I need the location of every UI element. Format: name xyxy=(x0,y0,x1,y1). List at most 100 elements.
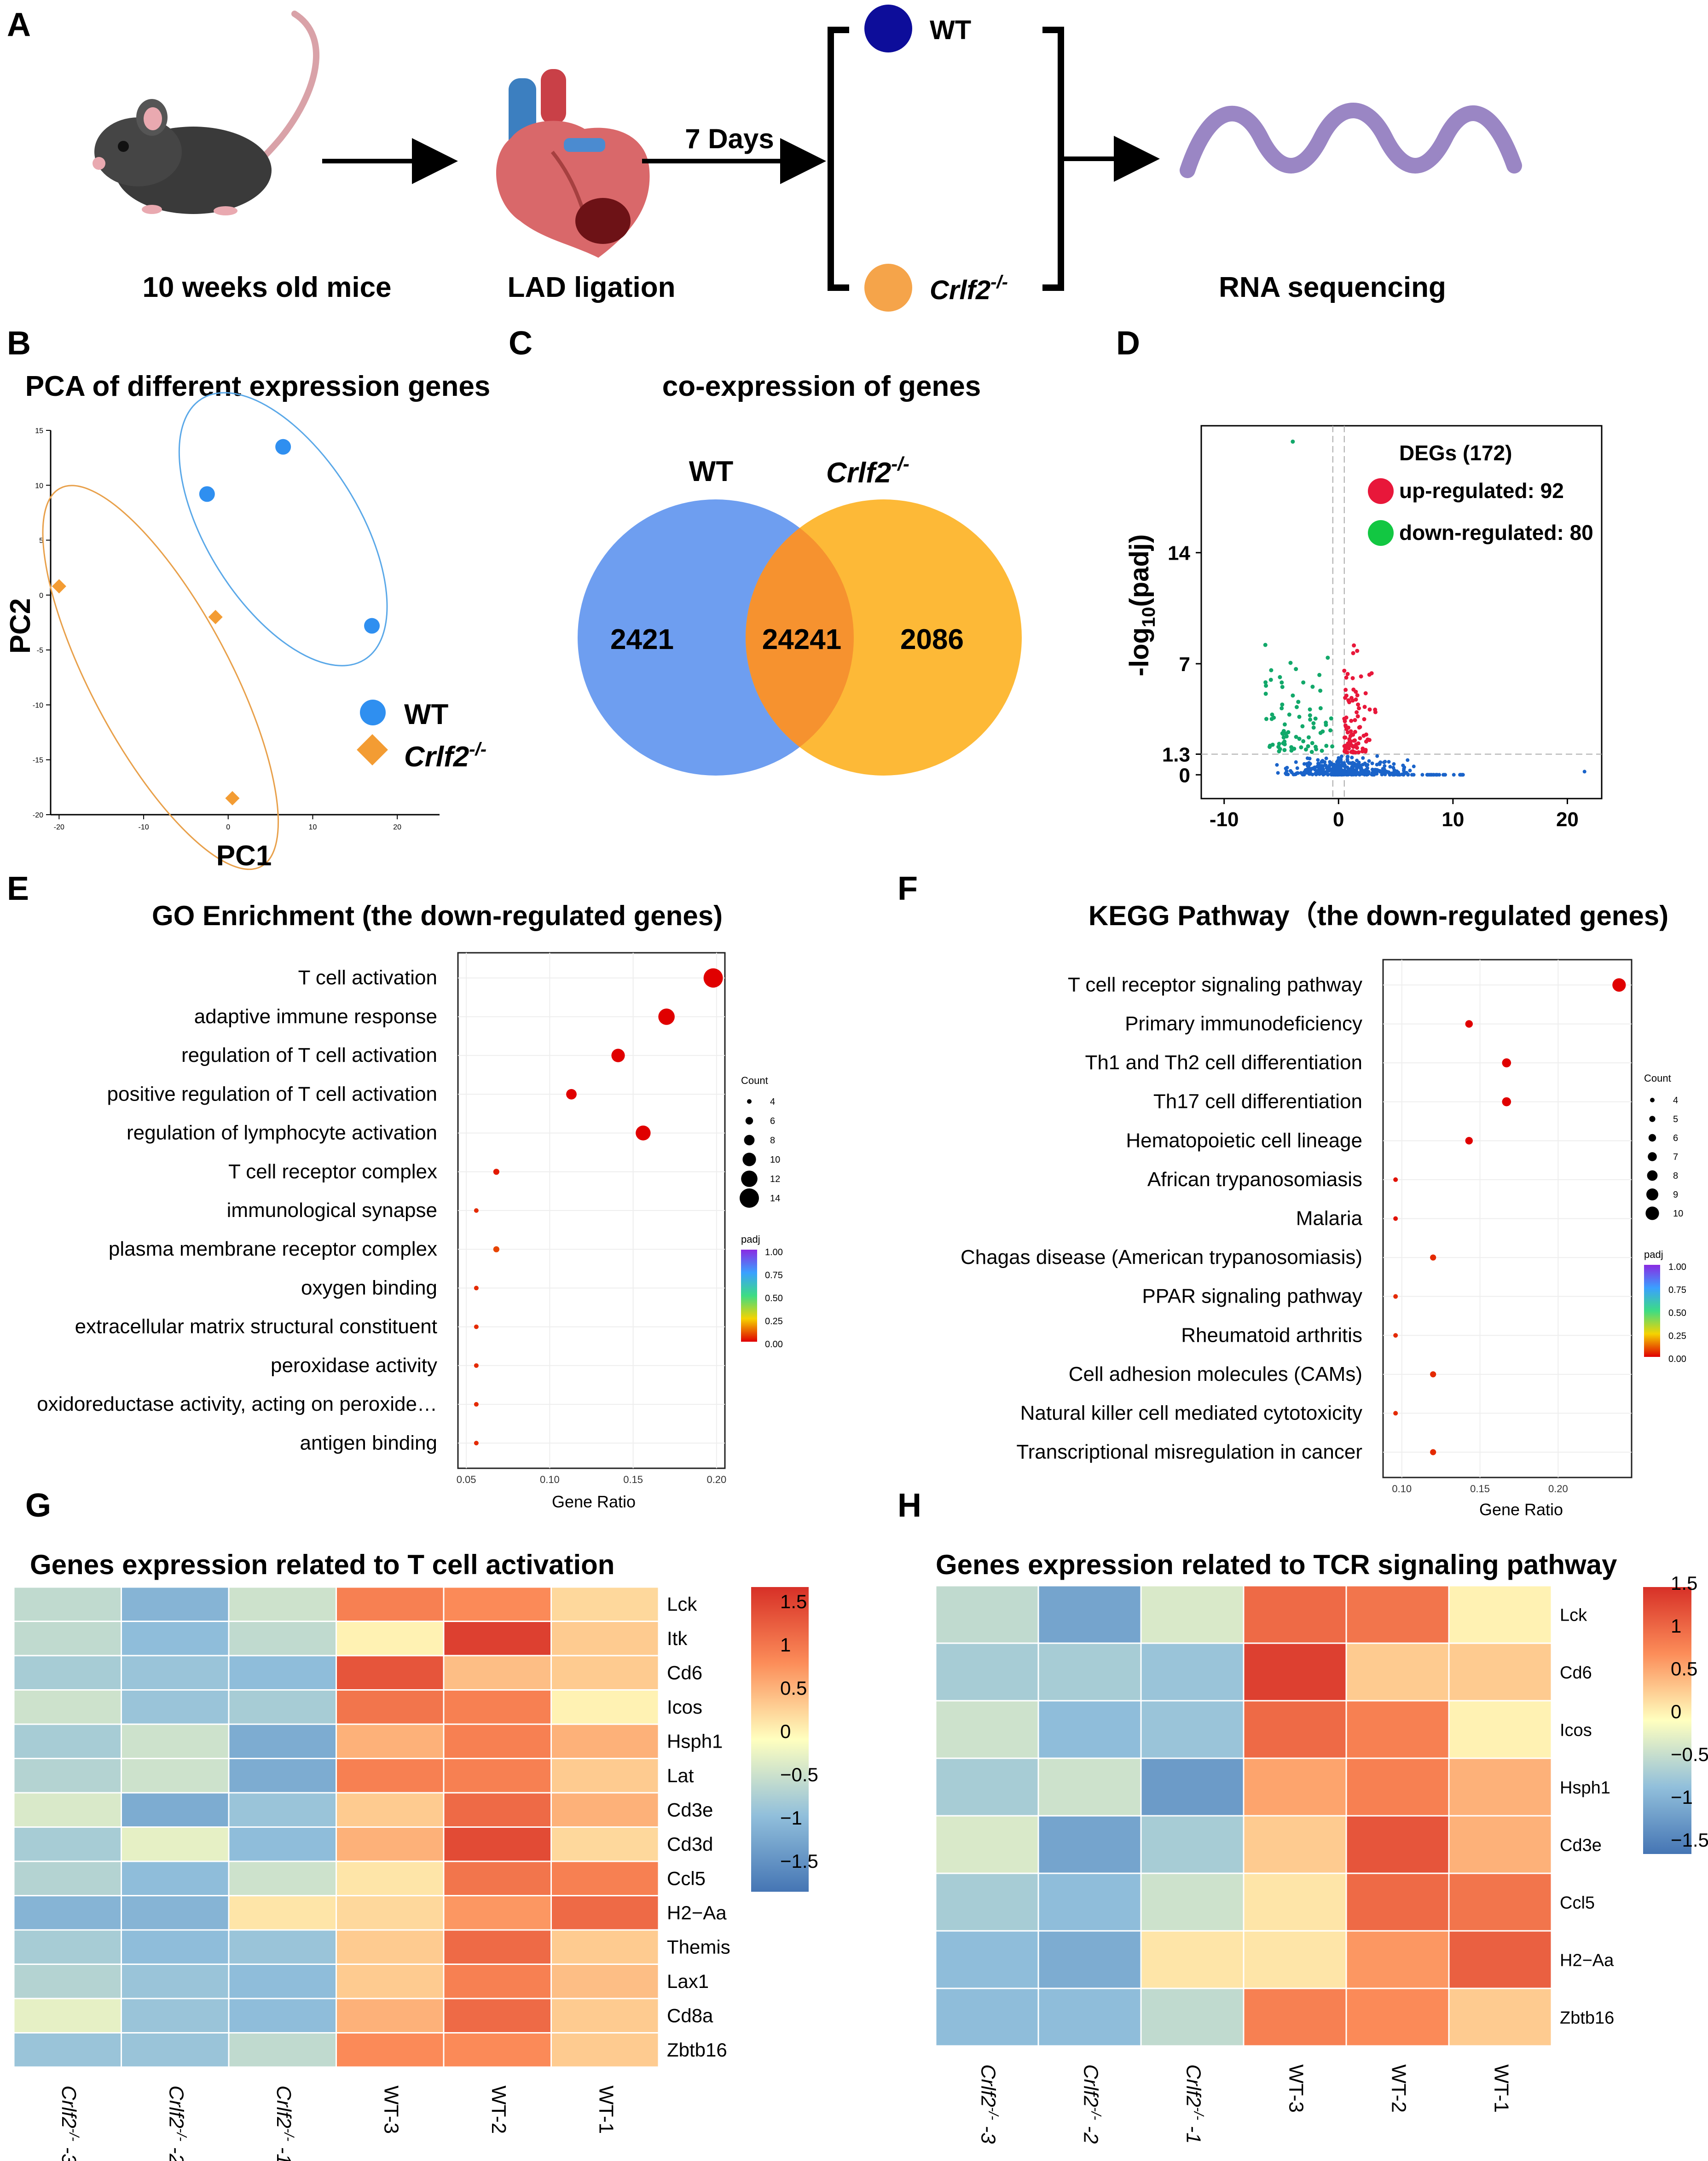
volcano-point-down xyxy=(1297,736,1302,741)
go-count-legend-dot xyxy=(745,1117,753,1125)
volcano-point-ns xyxy=(1320,760,1324,764)
volcano-point-down xyxy=(1289,745,1294,749)
volcano-point-ns xyxy=(1294,760,1298,764)
volcano-point-up xyxy=(1349,718,1354,723)
volcano-point-ns xyxy=(1324,756,1328,760)
heatmap-g-cell xyxy=(228,1860,337,1896)
go-term-label: extracellular matrix structural constitu… xyxy=(75,1315,437,1338)
kegg-count-legend-dot xyxy=(1645,1206,1659,1220)
kegg-padj-tick-label: 0.50 xyxy=(1668,1308,1686,1318)
heatmap-g-column-label: Crlf2-/- -3 xyxy=(58,2086,81,2161)
heatmap-g-cell xyxy=(121,1689,230,1725)
heatmap-h-cell xyxy=(1448,1757,1552,1817)
heatmap-g-colorbar-tick: 0.5 xyxy=(780,1677,807,1699)
volcano-point-down xyxy=(1309,750,1314,754)
volcano-point-ns xyxy=(1367,759,1371,763)
heatmap-g-row-label: H2−Aa xyxy=(667,1902,727,1923)
pca-y-tick-label: -15 xyxy=(33,757,43,765)
panel-letter-h: H xyxy=(897,1487,921,1524)
go-count-legend-dot xyxy=(740,1188,759,1208)
heatmap-h-title: Genes expression related to TCR signalin… xyxy=(936,1549,1617,1580)
pca-plot-area: -20 -10 0 10 20 15 10 5 0 -5 -10 -15 -20 xyxy=(33,392,440,870)
volcano-point-down xyxy=(1263,680,1268,684)
volcano-point-ns xyxy=(1327,766,1332,770)
volcano-point-ns xyxy=(1317,762,1321,766)
pca-x-tick-label: 20 xyxy=(393,823,401,831)
heatmap-h-cell xyxy=(1037,1815,1142,1874)
volcano-point-ns xyxy=(1582,770,1586,774)
volcano-point-ns xyxy=(1284,766,1288,771)
heatmap-g-colorbar-ticks: 1.5 1 0.5 0 −0.5 −1 −1.5 xyxy=(780,1591,818,1872)
heatmap-h-cell xyxy=(1243,1872,1347,1932)
venn-overlap xyxy=(746,499,854,776)
heatmap-g-cell xyxy=(443,1998,552,2034)
kegg-term-label: Hematopoietic cell lineage xyxy=(1126,1129,1362,1152)
volcano-point-ns xyxy=(1401,773,1406,777)
go-term-label: oxygen binding xyxy=(301,1276,437,1299)
panel-letter-a: A xyxy=(7,6,31,43)
volcano-point-ns xyxy=(1310,766,1314,771)
kegg-term-label: Rheumatoid arthritis xyxy=(1181,1324,1362,1346)
go-padj-tick-label: 0.00 xyxy=(765,1339,783,1350)
volcano-point-down xyxy=(1291,439,1295,444)
kegg-padj-legend-title: padj xyxy=(1644,1249,1663,1260)
go-dot xyxy=(703,968,723,988)
heatmap-g-cell xyxy=(228,1895,337,1931)
volcano-point-down xyxy=(1270,713,1274,717)
volcano-point-ns xyxy=(1345,757,1349,761)
pca-legend-wt-label: WT xyxy=(404,699,449,730)
volcano-point-ns xyxy=(1350,765,1354,769)
heatmap-g-cell xyxy=(336,2032,445,2068)
heatmap-g-cell xyxy=(13,1826,122,1862)
volcano-point-down xyxy=(1264,717,1268,721)
volcano-point-up xyxy=(1343,747,1348,752)
volcano-point-down xyxy=(1297,714,1302,719)
volcano-point-ns xyxy=(1301,772,1305,776)
volcano-point-down xyxy=(1270,742,1275,747)
volcano-point-up xyxy=(1356,702,1361,707)
heatmap-h-cell xyxy=(1345,1930,1450,1989)
heatmap-g-row-label: Icos xyxy=(667,1696,702,1718)
go-count-legend: 4 6 8 10 12 14 xyxy=(740,1097,780,1208)
heatmap-h-colorbar xyxy=(1643,1587,1691,1854)
heatmap-g-colorbar-tick: 1 xyxy=(780,1634,791,1656)
heatmap-h-row-label: Ccl5 xyxy=(1560,1894,1595,1913)
heatmap-h-colorbar-tick: 1 xyxy=(1671,1615,1681,1637)
heatmap-g-cell xyxy=(13,1964,122,1999)
go-dot xyxy=(474,1286,479,1291)
panel-a-workflow: 7 Days WT Crlf2-/- 10 weeks old mice LAD… xyxy=(93,5,1522,312)
kegg-dot xyxy=(1393,1294,1398,1299)
pca-point-ko xyxy=(225,791,240,805)
kegg-xlabel: Gene Ratio xyxy=(1479,1500,1563,1519)
volcano-point-up xyxy=(1350,698,1355,703)
go-count-legend-label: 12 xyxy=(770,1174,780,1184)
volcano-point-down xyxy=(1280,731,1285,736)
heatmap-h-cell xyxy=(1243,1815,1347,1874)
go-count-legend-label: 4 xyxy=(770,1097,775,1107)
heatmap-g-cell xyxy=(550,1964,660,1999)
panel-f-kegg-pathway: KEGG Pathway（the down-regulated genes) 0… xyxy=(961,900,1686,1519)
volcano-point-ns xyxy=(1350,755,1354,759)
volcano-point-up xyxy=(1354,742,1359,747)
heatmap-g-row-label: Lax1 xyxy=(667,1970,709,1992)
heatmap-g-cell xyxy=(443,1655,552,1691)
volcano-point-ns xyxy=(1380,770,1384,774)
pca-y-tick-label: -10 xyxy=(33,701,43,709)
volcano-point-ns xyxy=(1288,769,1292,773)
volcano-point-up xyxy=(1352,738,1356,743)
heatmap-h-cell xyxy=(1140,1872,1245,1932)
kegg-count-legend-label: 5 xyxy=(1673,1114,1678,1124)
volcano-point-down xyxy=(1277,742,1281,746)
volcano-point-down xyxy=(1299,745,1303,750)
heatmap-g-cell xyxy=(336,1586,445,1622)
heatmap-g-column-label: WT-1 xyxy=(595,2086,617,2134)
heatmap-g-colorbar-tick: −1.5 xyxy=(780,1850,818,1872)
go-term-label: regulation of lymphocyte activation xyxy=(127,1122,437,1144)
go-count-legend-label: 10 xyxy=(770,1155,780,1165)
go-dot xyxy=(474,1208,479,1213)
volcano-point-ns xyxy=(1323,770,1327,774)
volcano-point-ns xyxy=(1276,771,1280,775)
volcano-point-ns xyxy=(1337,768,1342,772)
volcano-point-down xyxy=(1318,706,1323,711)
